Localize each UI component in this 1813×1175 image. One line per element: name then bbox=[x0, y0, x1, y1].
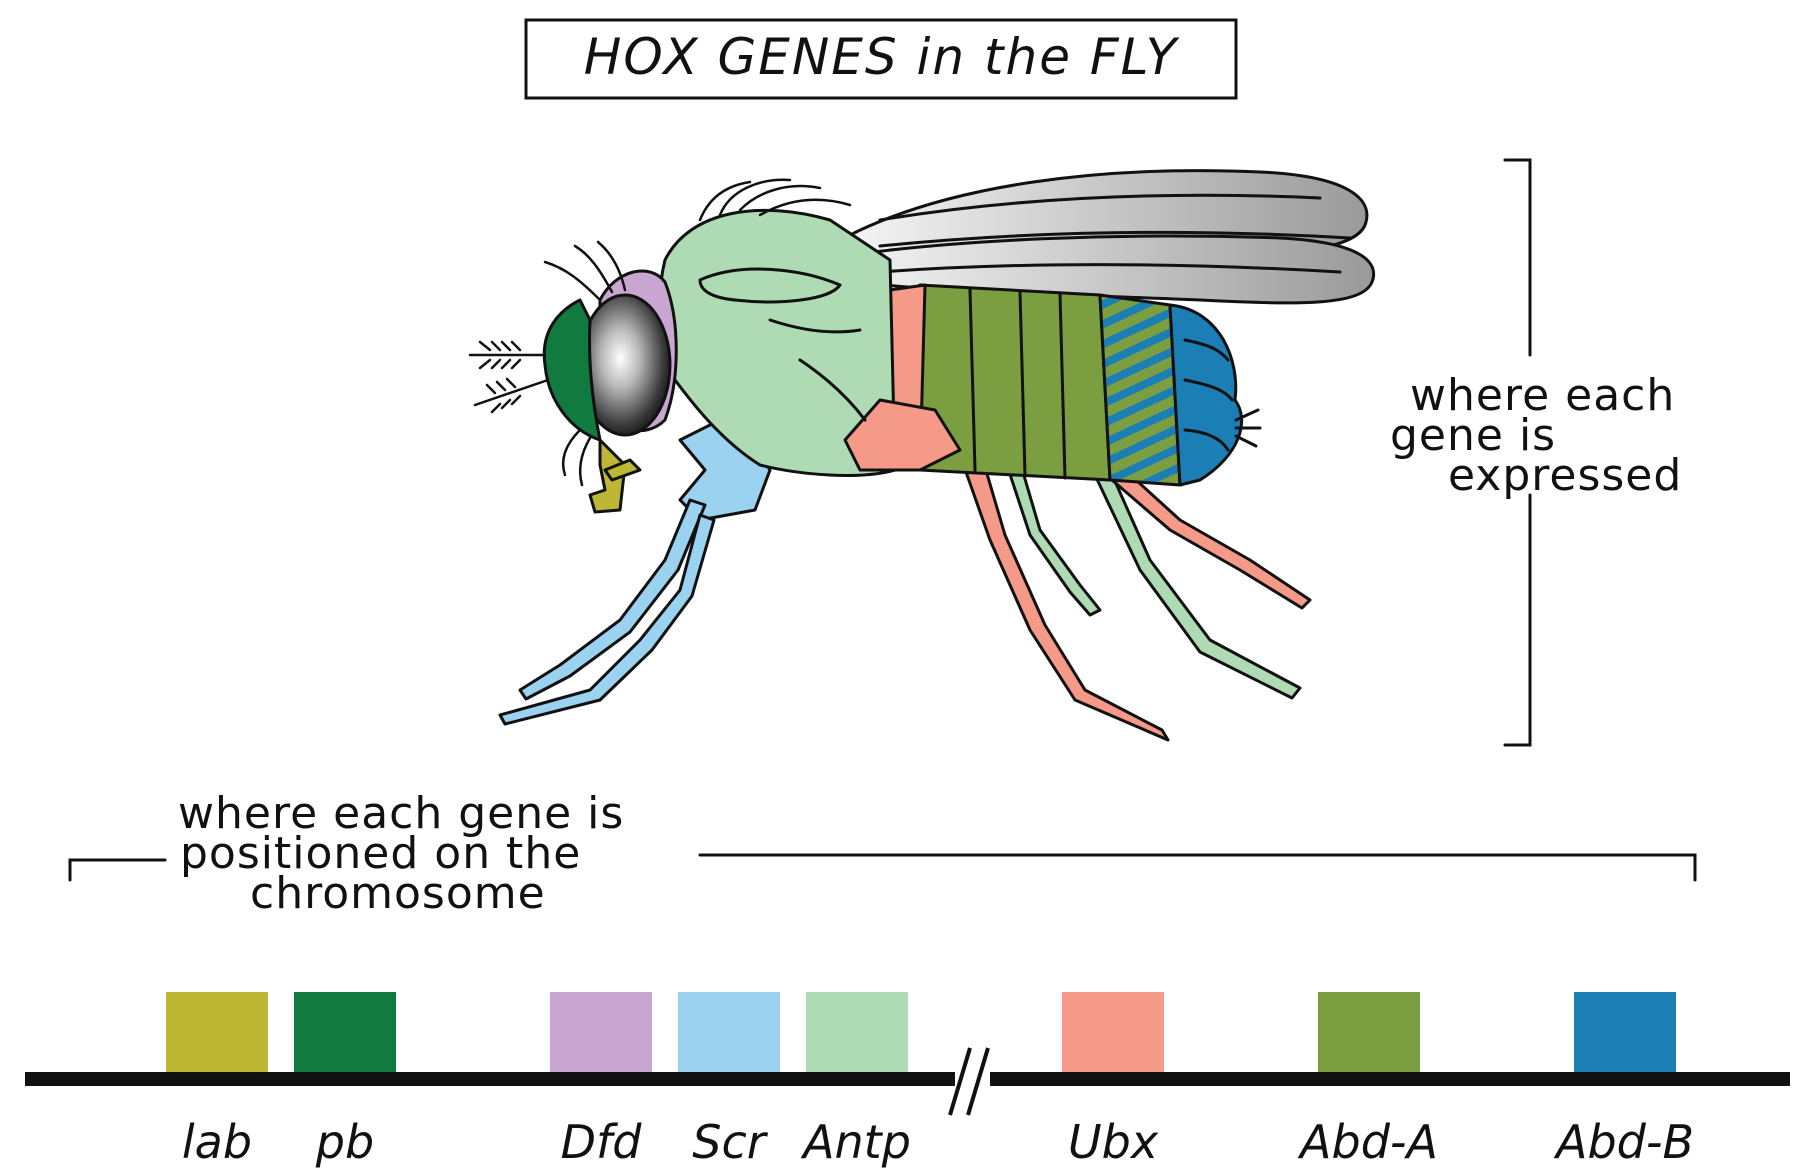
chromosome-line bbox=[25, 1072, 1790, 1086]
gene-labels: lab pb Dfd Scr Antp Ubx Abd-A Abd-B bbox=[182, 1115, 1694, 1169]
gene-block-abd-a bbox=[1318, 992, 1420, 1072]
gene-block-scr bbox=[678, 992, 780, 1072]
gene-label-scr: Scr bbox=[692, 1115, 768, 1169]
gene-block-lab bbox=[166, 992, 268, 1072]
position-note: where each gene is positioned on the chr… bbox=[178, 788, 624, 919]
thorax bbox=[658, 208, 962, 477]
expression-bracket bbox=[1503, 158, 1532, 747]
expression-note: where each gene is expressed bbox=[1390, 370, 1682, 501]
wings bbox=[848, 169, 1376, 305]
expression-note-line-3: expressed bbox=[1448, 450, 1682, 501]
gene-block-antp bbox=[806, 992, 908, 1072]
chromosome bbox=[25, 1047, 1790, 1116]
gene-label-lab: lab bbox=[182, 1115, 252, 1169]
gene-label-pb: pb bbox=[315, 1115, 374, 1169]
gene-label-antp: Antp bbox=[800, 1115, 911, 1169]
bristles bbox=[543, 178, 852, 487]
position-note-line-3: chromosome bbox=[250, 868, 546, 919]
head bbox=[542, 269, 678, 514]
expression-note-line-1: where each bbox=[1410, 370, 1675, 421]
expression-note-line-2: gene is bbox=[1390, 410, 1556, 461]
gene-block-abd-b bbox=[1574, 992, 1676, 1072]
gene-label-ubx: Ubx bbox=[1068, 1115, 1159, 1169]
gene-blocks bbox=[166, 992, 1676, 1072]
gene-label-dfd: Dfd bbox=[561, 1115, 643, 1169]
gene-block-ubx bbox=[1062, 992, 1164, 1072]
gene-label-abd-b: Abd-B bbox=[1553, 1115, 1694, 1169]
fly-illustration bbox=[468, 169, 1376, 742]
abdomen bbox=[878, 283, 1262, 487]
gene-block-pb bbox=[294, 992, 396, 1072]
position-bracket bbox=[68, 853, 1697, 882]
position-note-line-2: positioned on the bbox=[180, 828, 581, 879]
title-box: HOX GENES in the FLY bbox=[524, 18, 1238, 100]
gene-label-abd-a: Abd-A bbox=[1297, 1115, 1438, 1169]
hind-legs bbox=[958, 443, 1312, 742]
title: HOX GENES in the FLY bbox=[584, 28, 1180, 86]
gene-block-dfd bbox=[550, 992, 652, 1072]
position-note-line-1: where each gene is bbox=[178, 788, 624, 839]
chromosome-break bbox=[948, 1047, 990, 1116]
antennae bbox=[468, 340, 550, 414]
